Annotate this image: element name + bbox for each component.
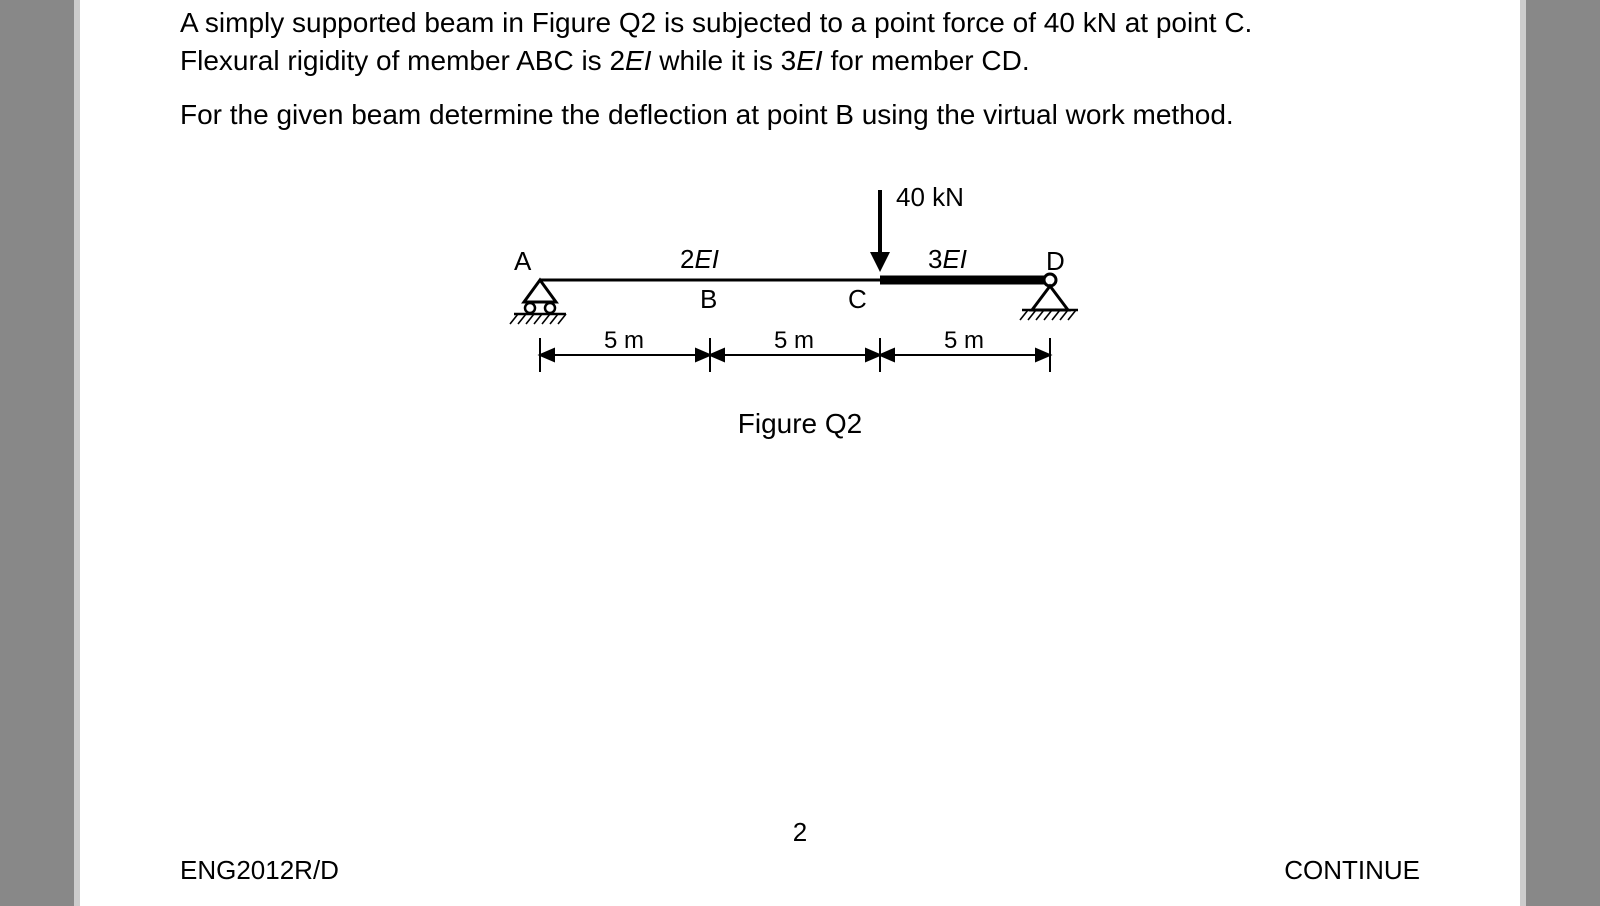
course-code: ENG2012R/D (180, 855, 339, 886)
label-d: D (1046, 246, 1065, 276)
ei-1: EI (625, 45, 651, 76)
paragraph-2: For the given beam determine the deflect… (180, 96, 1420, 134)
label-b: B (700, 284, 717, 314)
figure-caption: Figure Q2 (180, 408, 1420, 440)
question-text: A simply supported beam in Figure Q2 is … (180, 0, 1420, 133)
span-2: 5 m (774, 327, 814, 354)
para1-line2a: Flexural rigidity of member ABC is 2 (180, 45, 625, 76)
para1-line1: A simply supported beam in Figure Q2 is … (180, 7, 1252, 38)
force-arrow (870, 190, 890, 272)
support-roller-a (510, 280, 566, 324)
rigidity-left: 2EI (680, 244, 719, 274)
page-footer: 2 ENG2012R/D CONTINUE (180, 846, 1420, 886)
page: A simply supported beam in Figure Q2 is … (80, 0, 1520, 906)
rigidity-right: 3EI (928, 244, 967, 274)
ei-2: EI (796, 45, 822, 76)
span-3: 5 m (944, 327, 984, 354)
figure-q2: 40 kN A B C D 2EI 3EI (180, 160, 1420, 460)
span-1: 5 m (604, 327, 644, 354)
beam-diagram-svg: 40 kN A B C D 2EI 3EI (180, 160, 1420, 420)
continue-label: CONTINUE (1284, 855, 1420, 886)
page-number: 2 (180, 817, 1420, 848)
force-label: 40 kN (896, 182, 964, 212)
para1-line2b: while it is 3 (652, 45, 797, 76)
label-c: C (848, 284, 867, 314)
label-a: A (514, 246, 532, 276)
paragraph-1: A simply supported beam in Figure Q2 is … (180, 4, 1420, 80)
para1-line2c: for member CD. (823, 45, 1030, 76)
